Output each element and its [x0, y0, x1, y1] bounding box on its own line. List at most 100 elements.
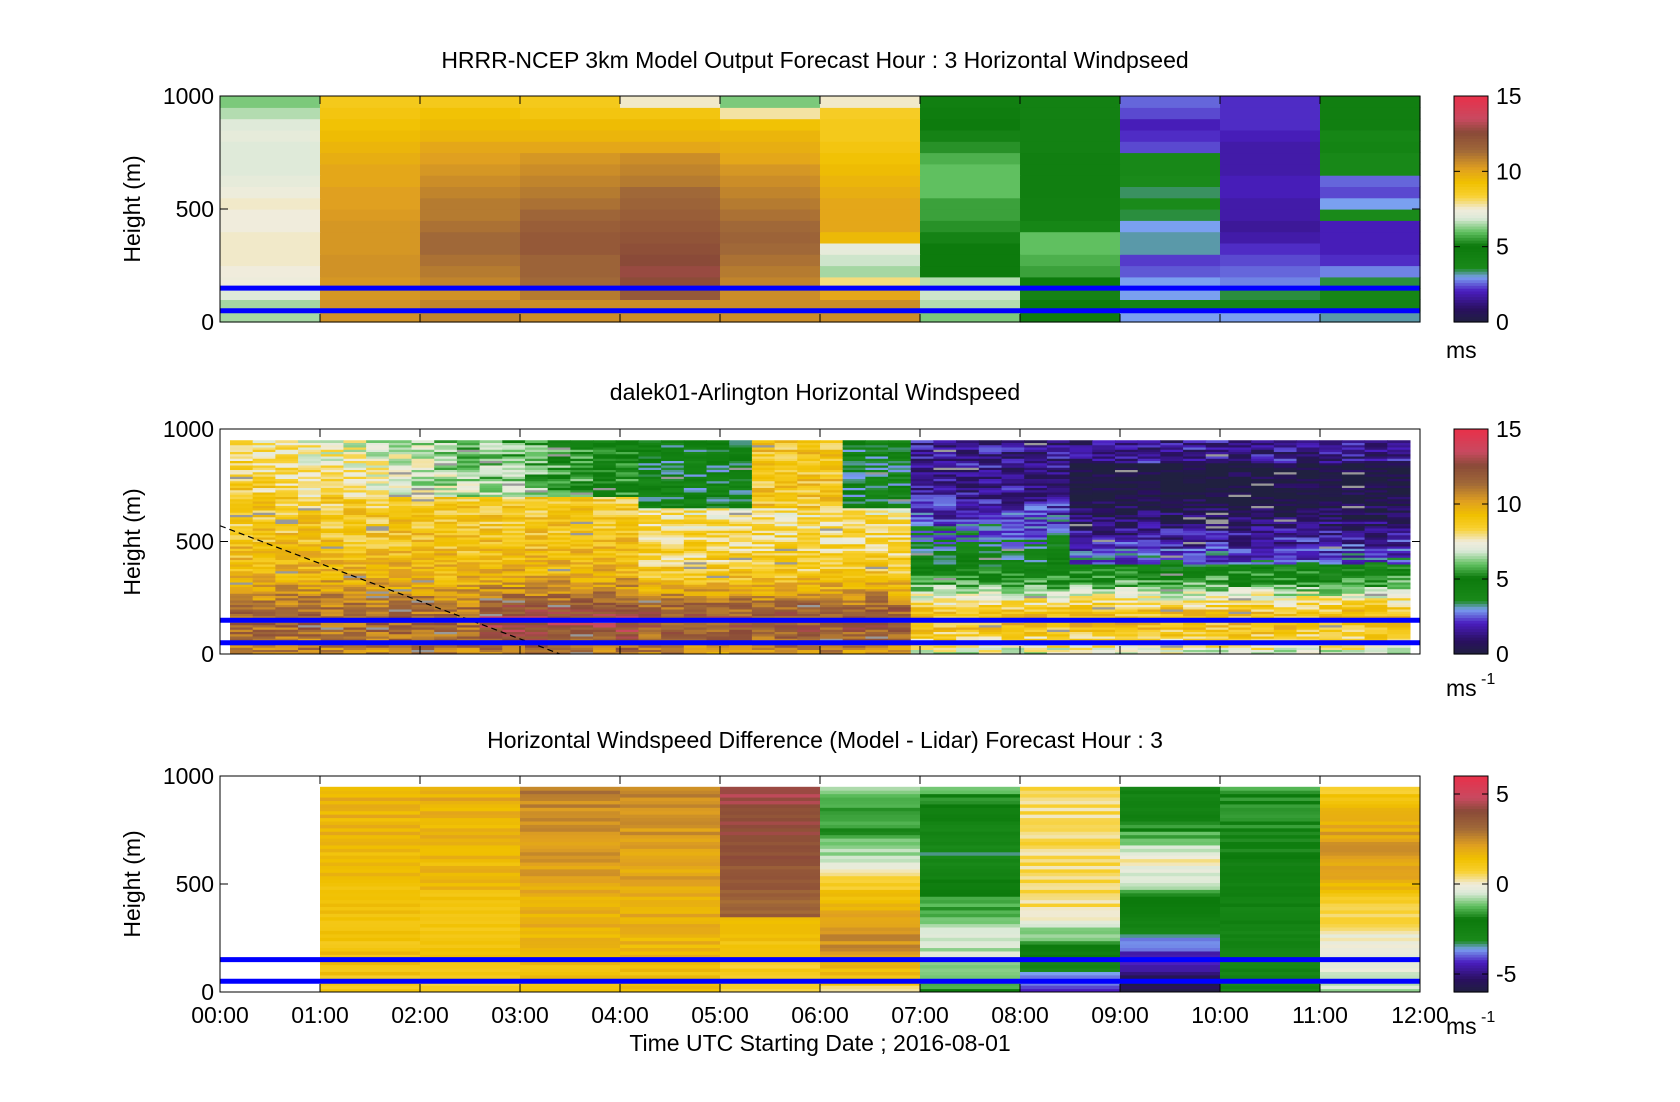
- lidar-cell: [411, 595, 435, 599]
- lidar-cell: [1205, 514, 1229, 518]
- lidar-cell: [343, 586, 367, 590]
- lidar-cell: [751, 606, 776, 610]
- lidar-cell: [774, 532, 798, 536]
- lidar-cell: [661, 539, 685, 542]
- lidar-cell: [252, 534, 276, 538]
- lidar-cell: [888, 523, 912, 527]
- model-cell: [1220, 231, 1321, 244]
- colorbar-swatch: [1454, 186, 1488, 190]
- lidar-cell: [842, 503, 866, 506]
- lidar-cell: [956, 591, 980, 594]
- lidar-cell: [1069, 532, 1093, 536]
- lidar-cell: [1296, 568, 1320, 572]
- lidar-cell: [456, 498, 481, 502]
- lidar-cell: [1228, 573, 1252, 576]
- lidar-cell: [797, 525, 821, 529]
- lidar-cell: [525, 595, 549, 599]
- lidar-cell: [774, 458, 798, 461]
- lidar-cell: [1228, 471, 1252, 475]
- lidar-cell: [547, 501, 571, 504]
- lidar-cell: [1183, 453, 1207, 457]
- lidar-cell: [456, 595, 481, 599]
- lidar-cell: [1069, 503, 1093, 506]
- lidar-cell: [683, 629, 708, 632]
- lidar-cell: [502, 568, 526, 572]
- lidar-cell: [547, 568, 571, 572]
- lidar-cell: [1024, 501, 1048, 504]
- lidar-cell: [298, 552, 322, 556]
- lidar-cell: [366, 478, 390, 482]
- lidar-cell: [774, 624, 798, 628]
- lidar-cell: [1115, 638, 1139, 641]
- lidar-cell: [1137, 622, 1161, 626]
- lidar-cell: [683, 444, 708, 448]
- lidar-cell: [252, 631, 276, 635]
- lidar-cell: [774, 555, 798, 558]
- lidar-cell: [434, 550, 458, 554]
- lidar-cell: [1296, 559, 1320, 563]
- lidar-cell: [1205, 539, 1229, 542]
- lidar-cell: [547, 586, 571, 590]
- lidar-cell: [366, 609, 390, 612]
- lidar-cell: [275, 462, 299, 466]
- lidar-cell: [1160, 462, 1184, 466]
- lidar-cell: [638, 604, 662, 608]
- lidar-cell: [434, 613, 458, 617]
- lidar-cell: [1092, 510, 1116, 513]
- lidar-cell: [1296, 503, 1320, 506]
- lidar-cell: [865, 609, 889, 612]
- lidar-cell: [525, 566, 549, 569]
- lidar-cell: [411, 534, 435, 538]
- lidar-cell: [298, 532, 322, 536]
- lidar-cell: [933, 507, 957, 511]
- lidar-cell: [1296, 651, 1320, 655]
- lidar-cell: [1046, 476, 1071, 479]
- lidar-cell: [638, 552, 662, 556]
- lidar-cell: [615, 458, 639, 461]
- lidar-cell: [411, 557, 435, 560]
- lidar-cell: [456, 552, 481, 556]
- lidar-cell: [751, 458, 776, 461]
- lidar-cell: [298, 575, 322, 578]
- lidar-cell: [729, 465, 753, 468]
- lidar-cell: [661, 575, 685, 578]
- lidar-cell: [910, 611, 934, 614]
- lidar-cell: [230, 451, 254, 455]
- lidar-cell: [1183, 465, 1207, 468]
- lidar-cell: [230, 582, 254, 585]
- lidar-cell: [1319, 600, 1343, 603]
- lidar-cell: [1183, 456, 1207, 459]
- model-cell: [520, 118, 621, 131]
- lidar-cell: [615, 584, 639, 587]
- lidar-cell: [388, 588, 413, 592]
- lidar-cell: [230, 588, 254, 592]
- lidar-cell: [343, 613, 367, 617]
- lidar-cell: [706, 631, 730, 635]
- lidar-cell: [910, 537, 934, 540]
- lidar-cell: [1024, 505, 1048, 509]
- lidar-cell: [1046, 462, 1071, 466]
- lidar-cell: [842, 505, 866, 509]
- lidar-cell: [842, 498, 866, 502]
- lidar-cell: [388, 442, 413, 446]
- lidar-cell: [275, 600, 299, 603]
- lidar-cell: [593, 469, 617, 473]
- lidar-cell: [1251, 492, 1275, 495]
- lidar-cell: [683, 516, 708, 520]
- lidar-cell: [1160, 604, 1184, 608]
- lidar-cell: [638, 595, 662, 599]
- lidar-cell: [252, 453, 276, 457]
- lidar-cell: [751, 645, 776, 648]
- lidar-cell: [1001, 602, 1025, 605]
- lidar-cell: [1115, 633, 1139, 637]
- lidar-cell: [434, 555, 458, 558]
- model-cell: [620, 163, 721, 176]
- lidar-cell: [1251, 566, 1275, 569]
- lidar-cell: [479, 530, 503, 533]
- lidar-cell: [1046, 498, 1071, 502]
- lidar-cell: [729, 492, 753, 495]
- lidar-cell: [343, 566, 367, 569]
- lidar-cell: [320, 485, 344, 488]
- lidar-cell: [502, 442, 526, 446]
- lidar-cell: [706, 507, 730, 511]
